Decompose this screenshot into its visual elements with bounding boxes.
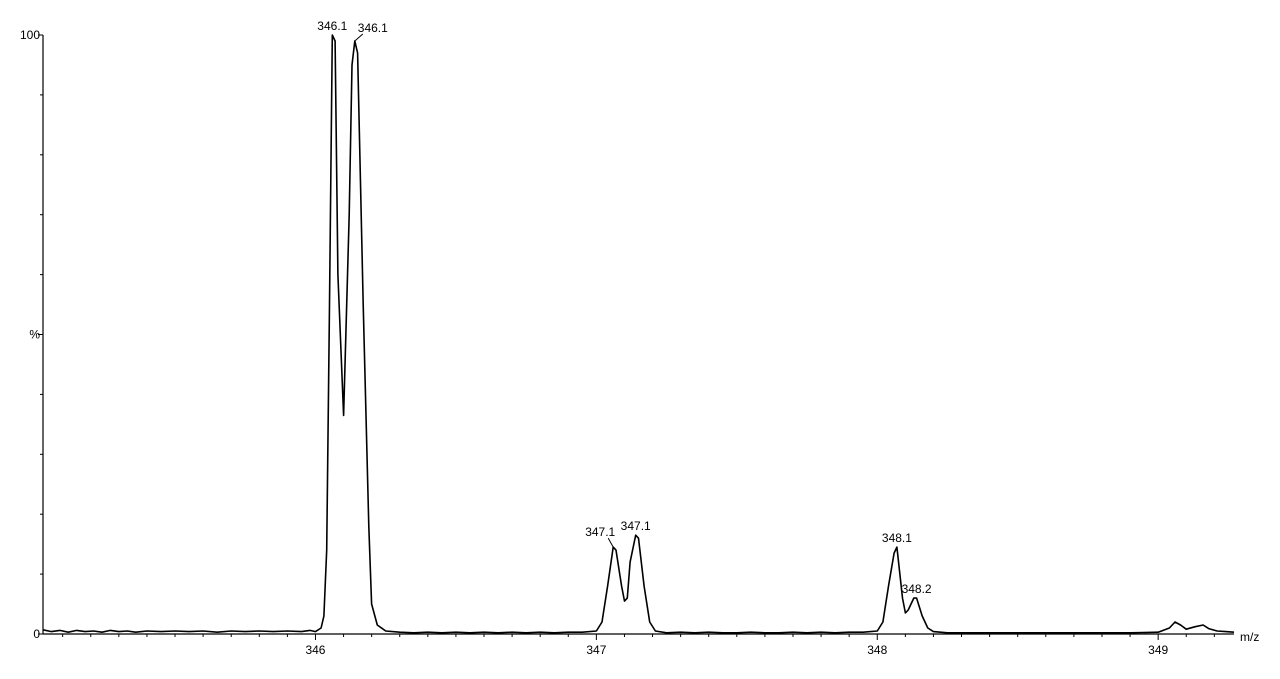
peak-label-leader <box>354 33 364 42</box>
x-tick-label: 347 <box>586 643 606 657</box>
peak-label: 348.2 <box>902 582 932 596</box>
peak-label-leader <box>607 537 614 548</box>
peak-label: 346.1 <box>358 21 388 35</box>
x-tick-label: 346 <box>305 643 325 657</box>
spectrum-trace <box>42 34 1235 634</box>
y-tick-label: % <box>29 328 40 342</box>
chart-ticks: 346 347 348 349 100% 0 <box>20 28 1215 657</box>
y-tick-label: 0 <box>33 627 40 641</box>
x-axis-label: m/z <box>1240 630 1259 644</box>
peak-label: 348.1 <box>882 531 912 545</box>
peak-label: 346.1 <box>317 19 347 33</box>
x-tick-label: 349 <box>1148 643 1168 657</box>
spectrum-trace-layer <box>42 34 1235 634</box>
peak-annotations: 346.1 346.1 347.1 347.1 348.1 348.2 <box>317 19 932 596</box>
x-tick-label: 348 <box>867 643 887 657</box>
peak-label: 347.1 <box>585 525 615 539</box>
y-tick-label: 100 <box>20 28 40 42</box>
peak-label: 347.1 <box>621 519 651 533</box>
